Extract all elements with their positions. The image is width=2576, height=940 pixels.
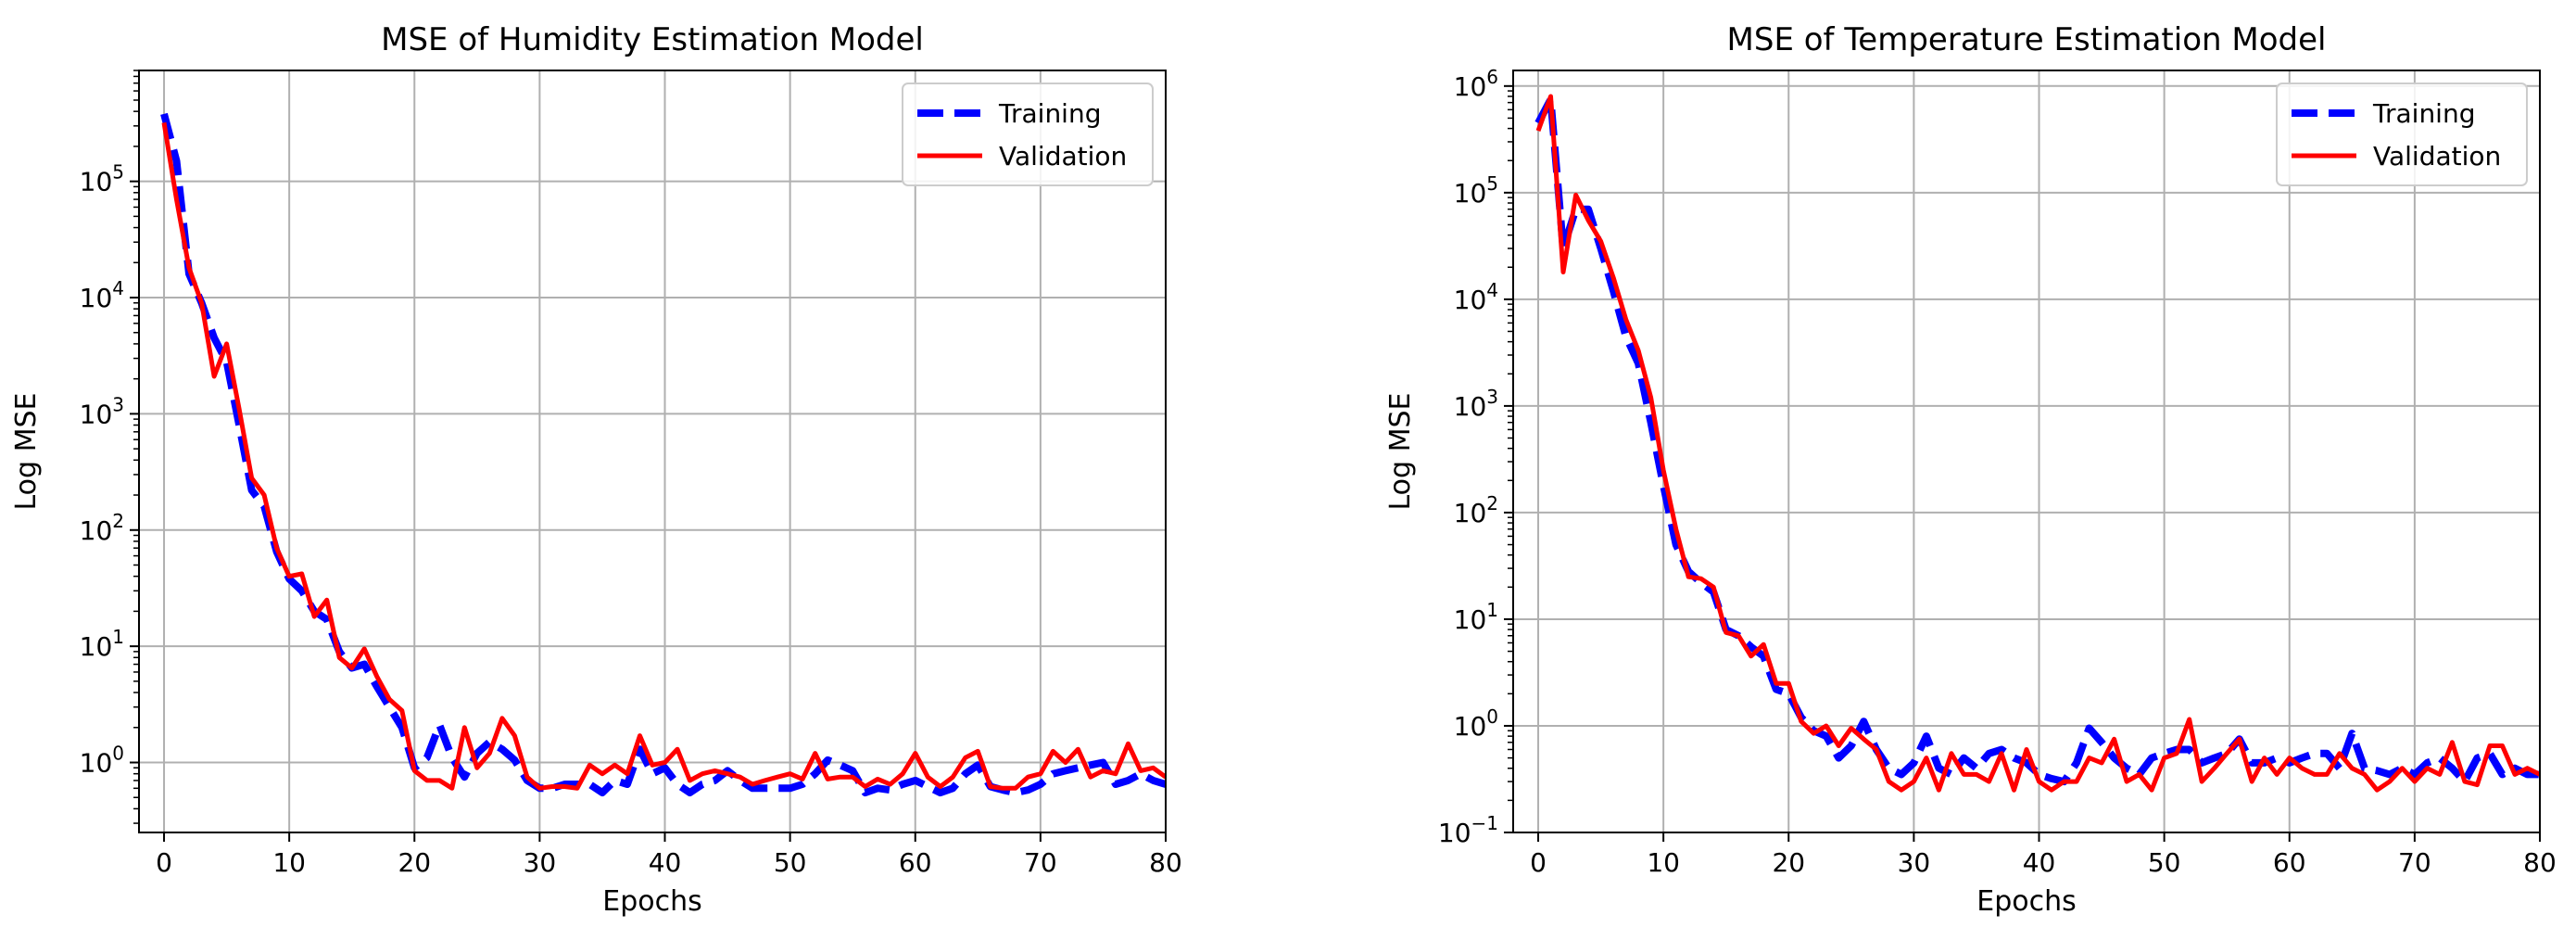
y-tick-label: 101 (80, 626, 124, 662)
x-tick-label: 50 (774, 847, 807, 878)
x-tick-label: 0 (1530, 847, 1547, 878)
y-tick-label: 103 (80, 393, 124, 429)
legend: Training Validation (2276, 83, 2528, 186)
y-axis-label: Log MSE (10, 392, 43, 510)
x-tick-label: 30 (524, 847, 557, 878)
x-tick-label: 60 (899, 847, 932, 878)
legend-box (2276, 83, 2528, 186)
y-tick-label: 104 (80, 277, 124, 313)
x-tick-label: 10 (1647, 847, 1680, 878)
legend-label-training: Training (998, 98, 1101, 129)
chart-title: MSE of Temperature Estimation Model (1727, 21, 2327, 58)
x-tick-label: 60 (2273, 847, 2306, 878)
x-axis-label: Epochs (602, 885, 702, 918)
y-tick-label: 104 (1454, 279, 1498, 315)
legend-box (902, 83, 1154, 186)
y-tick-label: 105 (80, 161, 124, 197)
x-tick-label: 70 (1024, 847, 1057, 878)
y-tick-label: 100 (1454, 705, 1498, 742)
y-tick-label: 105 (1454, 172, 1498, 209)
y-axis-label: Log MSE (1384, 392, 1417, 510)
y-tick-label: 102 (1454, 492, 1498, 528)
x-tick-label: 80 (1149, 847, 1182, 878)
x-tick-label: 30 (1898, 847, 1931, 878)
chart-1: 0 10 20 30 40 50 60 70 80 100 101 102 103 104 105 MSE o… (10, 21, 1182, 918)
y-tick-label: 106 (1454, 66, 1498, 102)
y-tick-label: 10−1 (1438, 812, 1498, 848)
y-tick-label: 100 (80, 743, 124, 779)
chart-2: 0 10 20 30 40 50 60 70 80 10−1 100 101 102 103 104 105 1… (1384, 21, 2557, 918)
x-tick-label: 80 (2523, 847, 2557, 878)
plot-frame (1512, 70, 2541, 833)
y-tick-label: 103 (1454, 386, 1498, 422)
plot-frame (138, 70, 1167, 833)
x-tick-label: 0 (156, 847, 172, 878)
x-tick-label: 20 (1772, 847, 1805, 878)
y-tick-label: 101 (1454, 599, 1498, 635)
x-axis-label: Epochs (1976, 885, 2077, 918)
chart-title: MSE of Humidity Estimation Model (381, 21, 924, 58)
x-tick-label: 50 (2148, 847, 2181, 878)
series-line-validation (161, 121, 1166, 791)
x-tick-label: 40 (649, 847, 682, 878)
x-tick-label: 40 (2023, 847, 2056, 878)
x-tick-label: 70 (2398, 847, 2431, 878)
legend-label-validation: Validation (2373, 141, 2501, 171)
x-tick-label: 20 (398, 847, 431, 878)
legend-label-training: Training (2372, 98, 2475, 129)
y-tick-label: 102 (80, 510, 124, 546)
legend: Training Validation (902, 83, 1154, 186)
legend-label-validation: Validation (999, 141, 1127, 171)
x-tick-label: 10 (272, 847, 306, 878)
series-line-validation (1535, 94, 2540, 793)
